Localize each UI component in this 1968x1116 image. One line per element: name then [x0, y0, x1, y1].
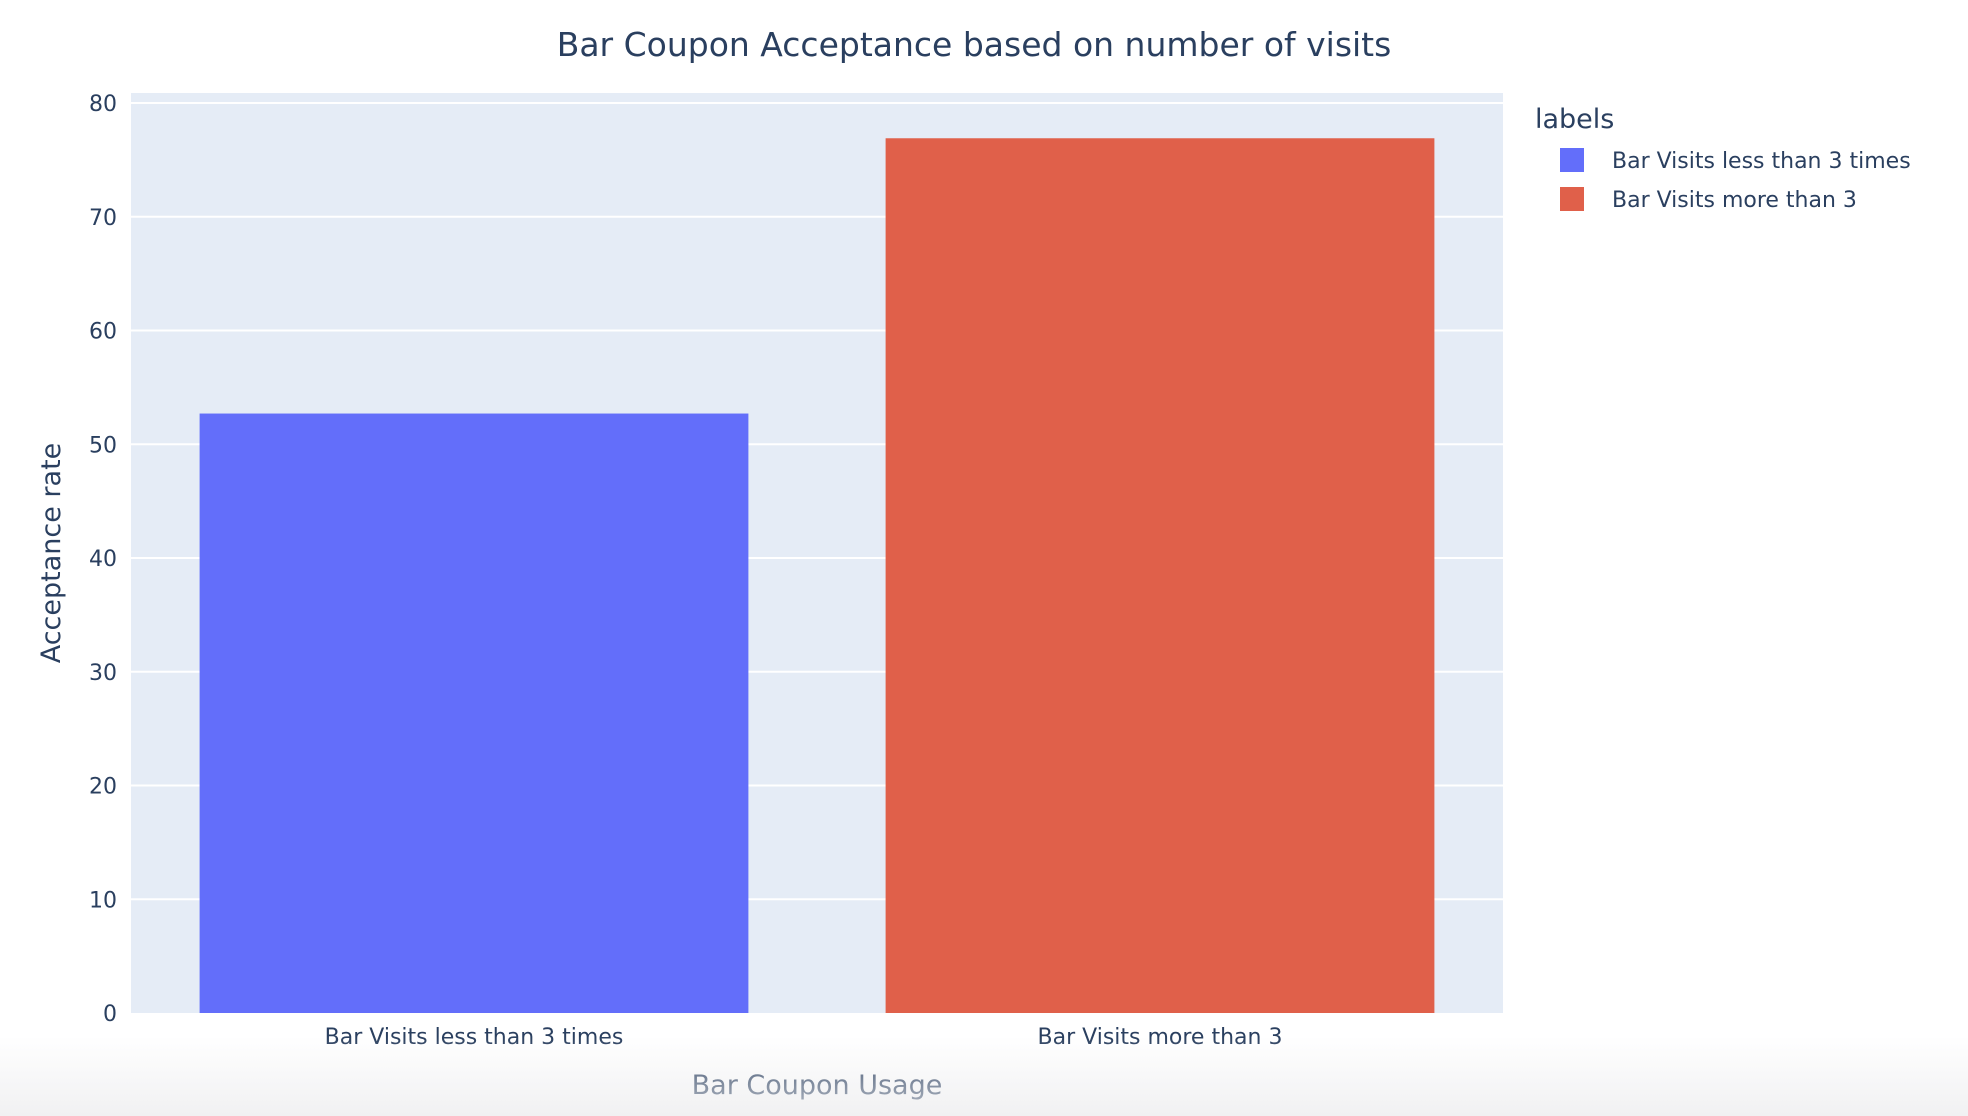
y-tick-label-30: 30 — [89, 661, 117, 686]
y-tick-label-10: 10 — [89, 888, 117, 913]
y-tick-label-20: 20 — [89, 775, 117, 800]
legend-title: labels — [1535, 104, 1614, 135]
legend-swatch-1 — [1560, 148, 1584, 172]
legend-items: Bar Visits less than 3 times Bar Visits m… — [1560, 148, 1911, 213]
y-tick-label-0: 0 — [103, 1002, 117, 1027]
bars — [199, 138, 1435, 1014]
chart-title: Bar Coupon Acceptance based on number of… — [557, 25, 1392, 64]
y-axis-ticks: 0 10 20 30 40 50 60 70 80 — [89, 92, 117, 1027]
y-axis-title: Acceptance rate — [36, 443, 67, 664]
bar-2 — [885, 138, 1435, 1013]
bar-1 — [199, 413, 749, 1014]
x-axis-title: Bar Coupon Usage — [692, 1070, 943, 1101]
y-tick-label-70: 70 — [89, 206, 117, 231]
y-tick-label-40: 40 — [89, 547, 117, 572]
x-axis-ticks: Bar Visits less than 3 times Bar Visits m… — [325, 1025, 1283, 1050]
x-tick-label-2: Bar Visits more than 3 — [1038, 1025, 1283, 1050]
legend-label-1: Bar Visits less than 3 times — [1612, 149, 1911, 174]
x-tick-label-1: Bar Visits less than 3 times — [325, 1025, 624, 1050]
legend-label-2: Bar Visits more than 3 — [1612, 188, 1857, 213]
legend-swatch-2 — [1560, 187, 1584, 211]
y-tick-label-50: 50 — [89, 433, 117, 458]
y-tick-label-60: 60 — [89, 320, 117, 345]
y-tick-label-80: 80 — [89, 92, 117, 117]
